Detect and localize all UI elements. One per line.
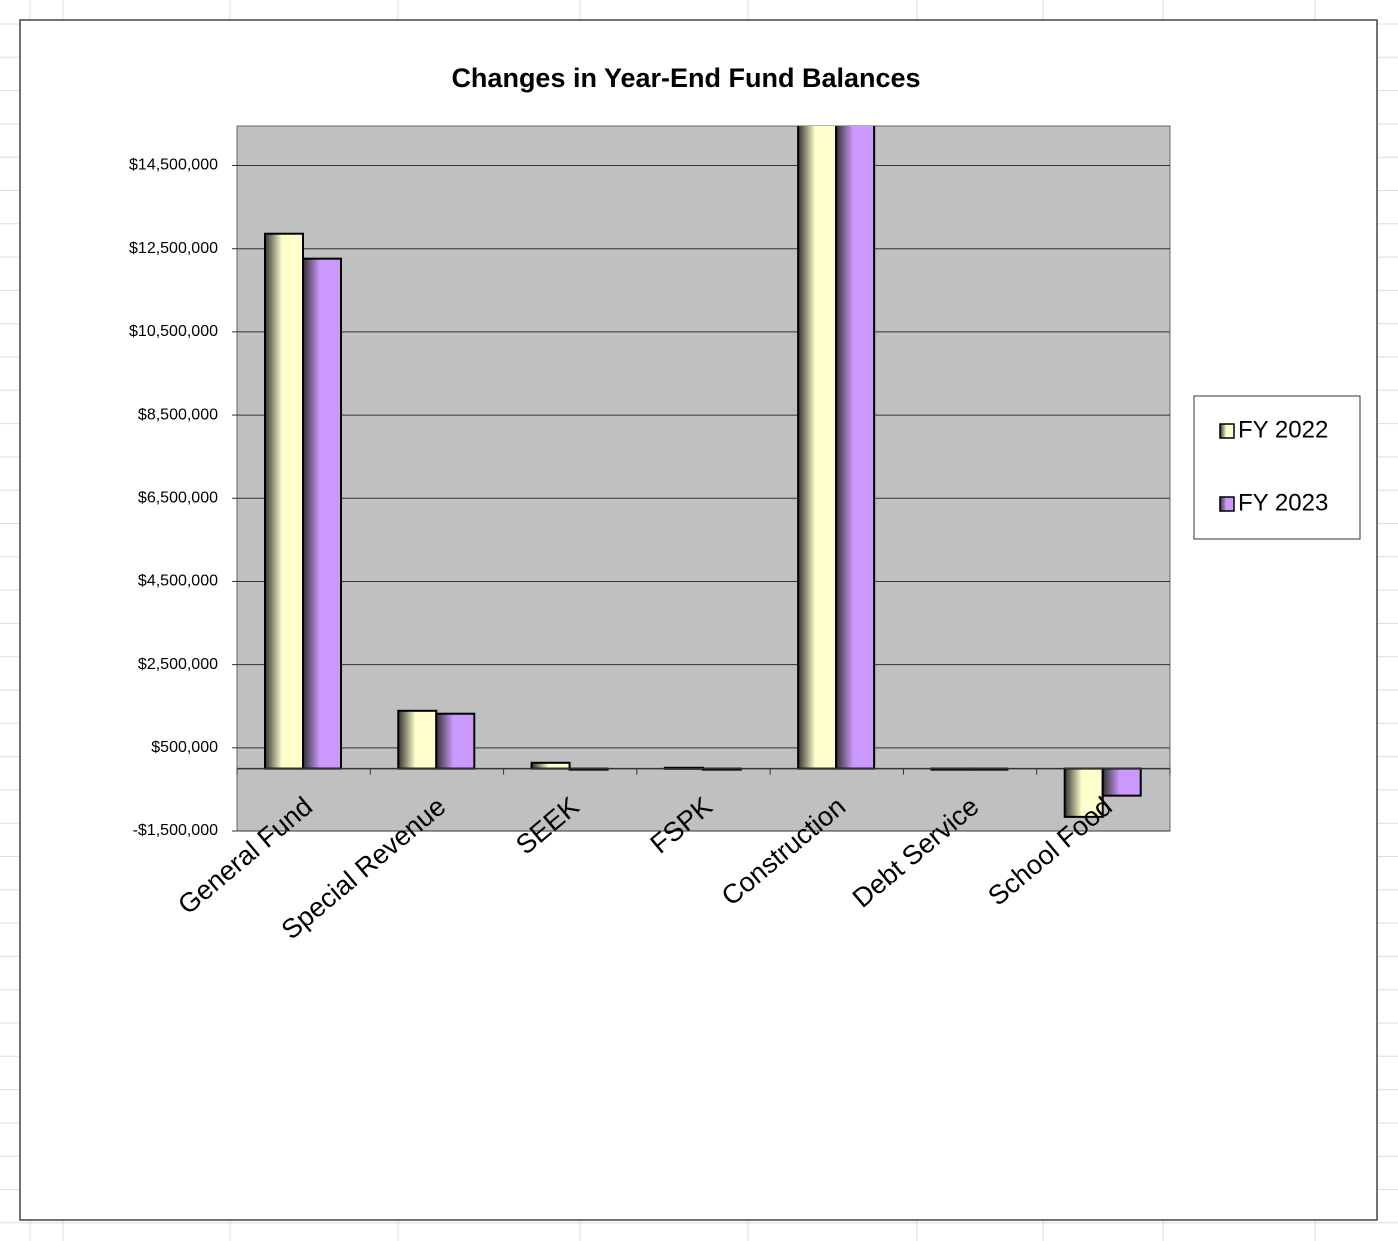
legend-label: FY 2022: [1238, 416, 1328, 443]
y-tick-label: $10,500,000: [129, 323, 218, 340]
plot-area: [236, 125, 1171, 832]
y-tick-label: $2,500,000: [138, 656, 218, 673]
y-tick-label: $8,500,000: [138, 406, 218, 423]
bar: [797, 126, 838, 770]
bar: [435, 712, 476, 770]
bar: [302, 257, 342, 770]
legend-swatch: [1219, 423, 1235, 439]
legend: [1193, 395, 1361, 540]
y-tick-label: $6,500,000: [138, 489, 218, 506]
y-tick-label: $12,500,000: [129, 240, 218, 257]
bar: [835, 126, 876, 770]
y-tick-label: $4,500,000: [138, 573, 218, 590]
bars: [264, 126, 1142, 818]
legend-label: FY 2023: [1238, 489, 1328, 516]
bar: [1101, 767, 1142, 797]
y-tick-label: $500,000: [151, 739, 218, 756]
bar: [397, 709, 438, 770]
legend-swatch: [1219, 496, 1235, 512]
y-tick-label: -$1,500,000: [133, 822, 219, 839]
chart-title: Changes in Year-End Fund Balances: [451, 63, 920, 93]
bar: [264, 232, 304, 770]
bar: [530, 761, 571, 770]
y-tick-label: $14,500,000: [129, 157, 218, 174]
